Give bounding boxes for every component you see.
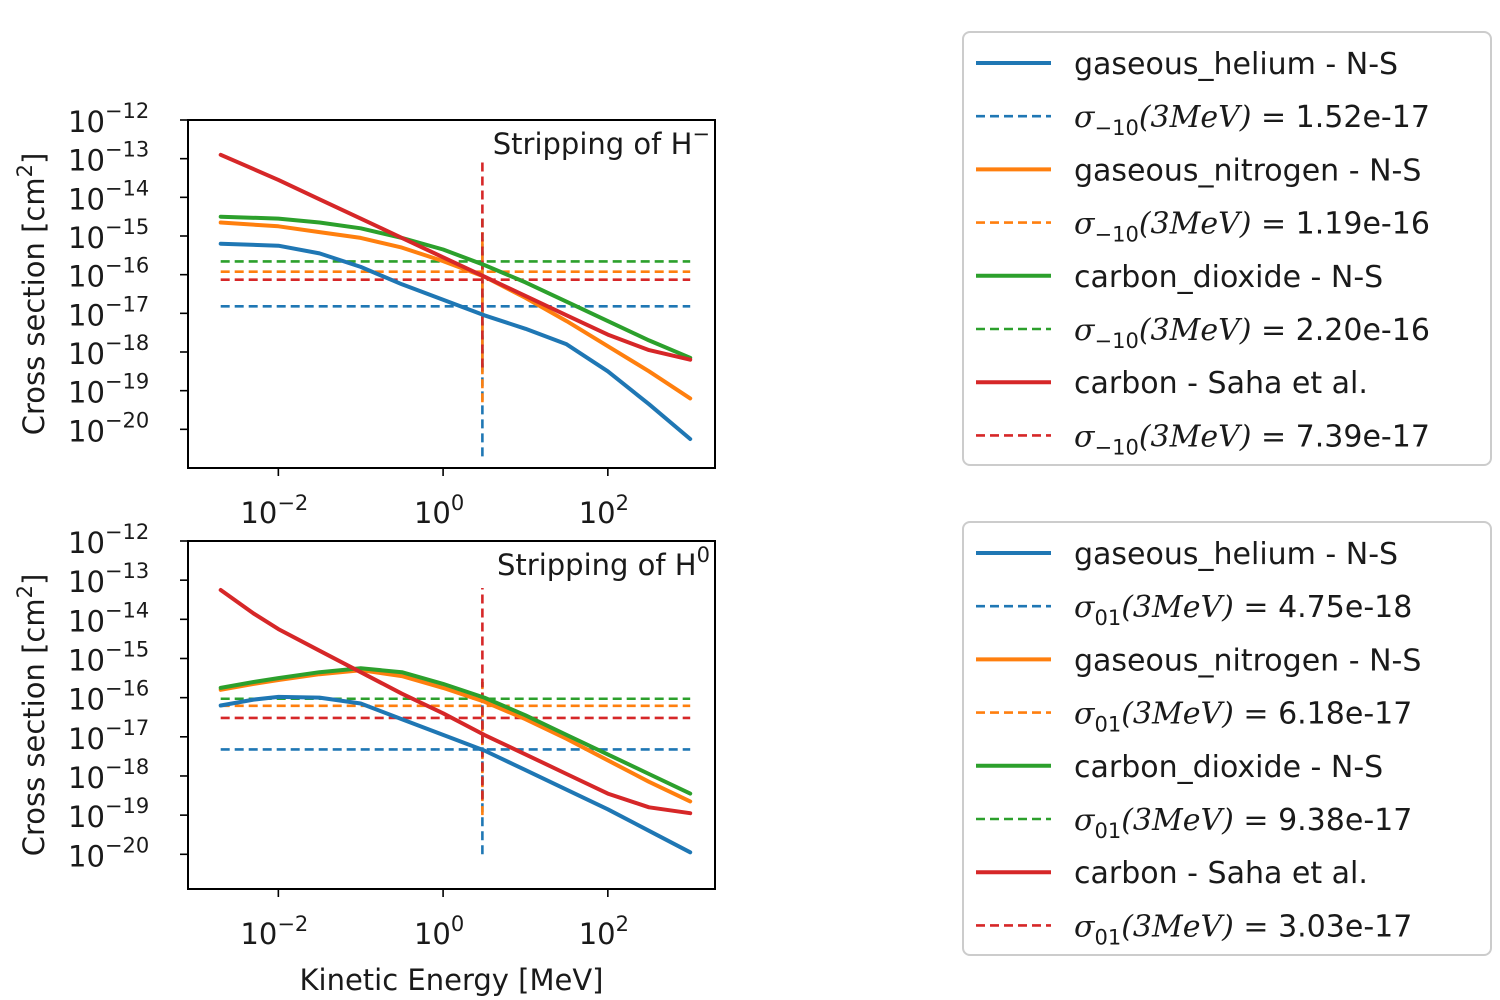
y-tick-label: 10−18	[68, 331, 149, 371]
x-axis-label: Kinetic Energy [MeV]	[300, 963, 604, 997]
legend-series-label: gaseous_nitrogen - N-S	[1074, 643, 1421, 678]
legend-reference-label: σ01(3MeV) = 6.18e-17	[1074, 697, 1412, 737]
series-line-0	[218, 694, 693, 855]
legend-series-label: carbon - Saha et al.	[1074, 856, 1368, 891]
legend-series-label: carbon - Saha et al.	[1074, 366, 1368, 401]
legend-reference-label: σ−10(3MeV) = 7.39e-17	[1074, 419, 1430, 459]
y-tick-label: 10−19	[68, 794, 149, 834]
plot-frame	[187, 119, 716, 469]
x-tick-label: 10−2	[240, 912, 308, 951]
series-line-3	[218, 588, 693, 816]
series-line-0	[218, 241, 693, 441]
chart-panel-0: 10−2 100 102 10−1210−1310−1410−1510−1610−17…	[13, 31, 1492, 530]
y-tick-label: 10−15	[68, 637, 149, 677]
legend-series-label: gaseous_helium - N-S	[1074, 47, 1398, 82]
series-line-3	[218, 152, 693, 362]
legend-frame	[962, 521, 1492, 956]
legend-frame	[962, 31, 1492, 466]
y-tick-label: 10−19	[68, 370, 149, 410]
y-tick-label: 10−16	[68, 677, 149, 717]
legend-reference-label: σ01(3MeV) = 3.03e-17	[1074, 909, 1412, 949]
chart-title: Stripping of H−	[493, 122, 710, 161]
legend-reference-label: σ01(3MeV) = 9.38e-17	[1074, 803, 1412, 843]
y-tick-label: 10−13	[68, 138, 149, 178]
legend-series-label: carbon_dioxide - N-S	[1074, 750, 1383, 785]
y-tick-label: 10−20	[68, 833, 149, 873]
chart-panel-1: 10−2 100 102 10−1210−1310−1410−1510−1610−17…	[13, 520, 1492, 997]
series-line-2	[218, 666, 693, 796]
x-tick-label: 102	[579, 491, 629, 530]
y-tick-label: 10−16	[68, 254, 149, 294]
y-axis-label: Cross section [cm2]	[13, 574, 51, 857]
legend-series-label: carbon_dioxide - N-S	[1074, 260, 1383, 295]
x-tick-label: 10−2	[240, 491, 308, 530]
y-tick-label: 10−12	[68, 520, 149, 560]
legend-reference-label: σ−10(3MeV) = 2.20e-16	[1074, 313, 1430, 353]
y-tick-label: 10−20	[68, 408, 149, 448]
y-axis-label: Cross section [cm2]	[13, 153, 51, 436]
legend-series-label: gaseous_helium - N-S	[1074, 537, 1398, 572]
x-tick-label: 100	[414, 912, 464, 951]
y-tick-label: 10−17	[68, 292, 149, 332]
legend-reference-label: σ−10(3MeV) = 1.52e-17	[1074, 100, 1430, 140]
y-tick-label: 10−14	[68, 176, 149, 216]
legend: gaseous_helium - N-S σ−10(3MeV) = 1.52e-1…	[962, 31, 1492, 466]
y-tick-label: 10−17	[68, 716, 149, 756]
x-tick-label: 102	[579, 912, 629, 951]
y-tick-label: 10−15	[68, 215, 149, 255]
y-tick-label: 10−18	[68, 755, 149, 795]
y-tick-label: 10−14	[68, 598, 149, 638]
chart-title: Stripping of H0	[497, 543, 710, 582]
y-tick-label: 10−12	[68, 99, 149, 139]
series-line-2	[218, 214, 693, 360]
x-tick-label: 100	[414, 491, 464, 530]
legend-reference-label: σ01(3MeV) = 4.75e-18	[1074, 590, 1412, 630]
plot-frame	[187, 540, 716, 890]
legend: gaseous_helium - N-S σ01(3MeV) = 4.75e-18…	[962, 521, 1492, 956]
y-tick-label: 10−13	[68, 559, 149, 599]
legend-reference-label: σ−10(3MeV) = 1.19e-16	[1074, 207, 1430, 247]
legend-series-label: gaseous_nitrogen - N-S	[1074, 153, 1421, 188]
